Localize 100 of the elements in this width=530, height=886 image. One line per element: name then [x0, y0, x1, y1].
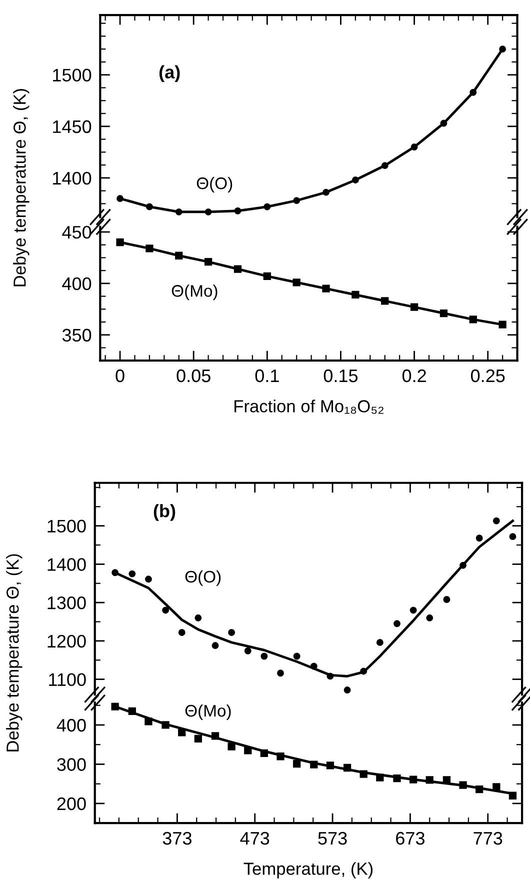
y-axis-title: Debye temperature Θ, (K) — [6, 554, 22, 752]
x-tick-label: 773 — [474, 832, 502, 845]
y-tick-label: 400 — [56, 718, 86, 732]
x-tick-label: 0.25 — [470, 369, 505, 382]
point — [204, 258, 212, 266]
y-tick-label: 1200 — [48, 634, 86, 648]
point — [322, 284, 330, 292]
point — [244, 647, 252, 654]
point — [443, 596, 450, 603]
point — [426, 776, 434, 784]
point — [128, 707, 136, 716]
point — [178, 728, 186, 736]
point — [112, 569, 119, 576]
point — [344, 686, 351, 694]
point — [175, 252, 183, 260]
point — [276, 752, 284, 760]
y-tick-label: 1400 — [53, 172, 92, 185]
point — [469, 316, 477, 324]
point — [116, 238, 124, 246]
point — [440, 120, 448, 127]
point — [470, 88, 477, 96]
point — [360, 668, 368, 675]
point — [442, 776, 451, 784]
point — [508, 792, 517, 800]
point — [426, 614, 434, 622]
point — [111, 702, 119, 710]
x-tick-label: 373 — [162, 832, 192, 845]
point — [459, 781, 467, 789]
point — [264, 203, 271, 210]
point — [144, 718, 152, 726]
point — [194, 614, 202, 622]
point — [410, 606, 417, 614]
point — [376, 774, 384, 782]
y-tick-label: 1400 — [48, 558, 86, 571]
x-axis-title: Temperature, (K) — [244, 862, 373, 878]
x-tick-label: 473 — [240, 832, 270, 845]
annotation: Θ(O) — [196, 176, 232, 193]
annotation: (a) — [159, 65, 180, 82]
y-tick-label: 1500 — [48, 520, 86, 533]
point — [499, 46, 506, 53]
point — [234, 207, 242, 214]
point — [228, 742, 236, 750]
point — [146, 203, 153, 210]
point — [343, 764, 352, 772]
y-tick-label: 1300 — [48, 596, 86, 610]
annotation: (b) — [154, 504, 176, 521]
y-tick-label: 1450 — [53, 120, 92, 134]
point — [292, 278, 300, 286]
point — [204, 208, 212, 216]
point — [178, 629, 186, 636]
point — [144, 576, 152, 583]
point — [293, 197, 300, 204]
point — [381, 162, 388, 170]
annotation: Θ(O) — [185, 570, 221, 586]
point — [162, 606, 170, 614]
point — [211, 732, 220, 740]
point — [146, 244, 154, 252]
point — [116, 195, 124, 202]
point — [476, 786, 484, 794]
point — [393, 774, 401, 782]
y-tick-label: 400 — [62, 277, 92, 290]
point — [352, 290, 360, 299]
point — [492, 783, 500, 791]
x-tick-label: 0.2 — [402, 369, 426, 382]
point — [440, 309, 448, 318]
point — [128, 570, 136, 578]
point — [409, 776, 418, 784]
point — [194, 734, 202, 743]
point — [376, 638, 384, 646]
point — [162, 721, 170, 729]
point — [260, 749, 268, 758]
x-tick-label: 673 — [396, 832, 424, 845]
annotation: Θ(Mo) — [185, 704, 231, 720]
y-tick-label: 350 — [62, 328, 92, 342]
x-axis-title: Fraction of Mo₁₈O₅₂ — [234, 400, 384, 414]
point — [310, 662, 318, 670]
point — [310, 760, 318, 768]
point — [509, 533, 516, 540]
point — [410, 144, 418, 150]
point — [277, 670, 284, 677]
y-tick-label: 450 — [62, 226, 92, 239]
x-tick-label: 573 — [318, 832, 347, 845]
point — [360, 770, 368, 778]
point — [263, 272, 271, 280]
point — [476, 534, 483, 542]
annotation: Θ(Mo) — [172, 284, 218, 300]
point — [244, 746, 252, 754]
point — [260, 652, 268, 660]
point — [212, 642, 219, 649]
point — [292, 760, 301, 768]
y-tick-label: 1100 — [49, 673, 86, 686]
point — [410, 303, 418, 311]
x-tick-label: 0.1 — [255, 369, 279, 382]
y-tick-label: 1500 — [53, 68, 92, 82]
point — [326, 672, 334, 680]
x-tick-label: 0 — [116, 369, 124, 382]
point — [322, 188, 330, 196]
point — [394, 620, 400, 628]
y-axis-title: Debye temperature Θ, (K) — [13, 89, 30, 286]
point — [492, 517, 500, 524]
